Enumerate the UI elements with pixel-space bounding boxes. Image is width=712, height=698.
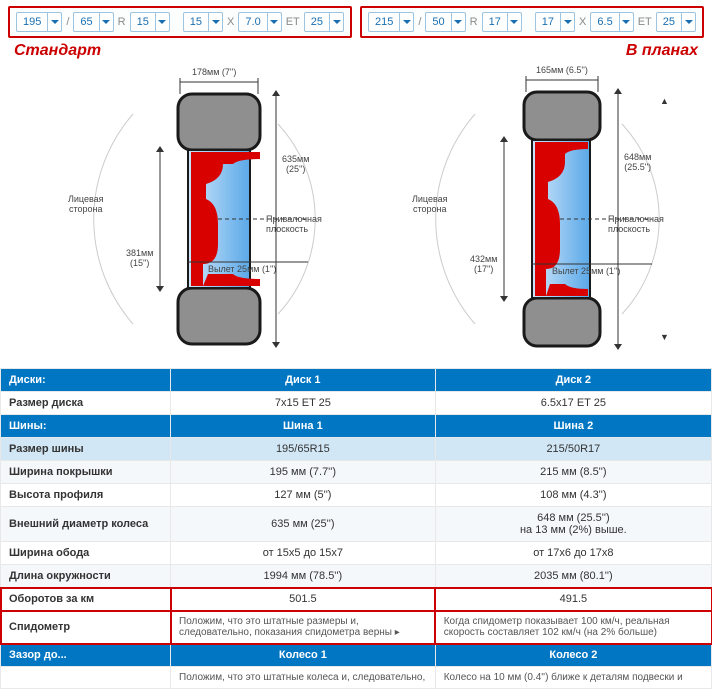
- dim-side: Лицевая сторона: [68, 194, 104, 215]
- sel-aspect[interactable]: 50: [425, 12, 465, 32]
- svg-text:▲: ▲: [660, 96, 669, 106]
- wheel-diagram-left: 178мм (7'') Лицевая сторона 635мм (25'')…: [8, 64, 352, 354]
- sel-rim-width[interactable]: 7.0: [238, 12, 281, 32]
- dim-side: Лицевая сторона: [412, 194, 448, 215]
- sel-tire-width[interactable]: 215: [368, 12, 414, 32]
- dim-diameter: 648мм (25.5''): [624, 152, 651, 173]
- annotation-standard: Стандарт: [14, 42, 101, 60]
- comparison-table: Диски:Диск 1Диск 2 Размер диска7x15 ET 2…: [0, 368, 712, 689]
- sel-et[interactable]: 25: [304, 12, 344, 32]
- annotation-planned: В планах: [626, 42, 698, 60]
- table-row: Положим, что это штатные колеса и, следо…: [1, 667, 712, 689]
- annotation-row: Стандарт В планах: [0, 42, 712, 60]
- table-row: Размер шины195/65R15215/50R17: [1, 438, 712, 461]
- dim-offset: Вылет 25мм (1''): [208, 264, 276, 274]
- sel-rim-diam[interactable]: 17: [482, 12, 522, 32]
- table-row: Длина окружности1994 мм (78.5'')2035 мм …: [1, 565, 712, 588]
- sel-rim2[interactable]: 17: [535, 12, 575, 32]
- sep: /: [66, 16, 69, 28]
- et-label: ET: [286, 16, 300, 28]
- dim-offset: Вылет 25мм (1''): [552, 266, 620, 276]
- dim-rim-diam: 381мм (15''): [126, 248, 153, 269]
- sel-rim-width[interactable]: 6.5: [590, 12, 633, 32]
- sel-tire-width[interactable]: 195: [16, 12, 62, 32]
- table-row: Внешний диаметр колеса635 мм (25'')648 м…: [1, 507, 712, 542]
- dim-rim-diam: 432мм (17''): [470, 254, 497, 275]
- table-header-gap: Зазор до...Колесо 1Колесо 2: [1, 644, 712, 667]
- dim-tread-width: 178мм (7''): [192, 67, 236, 77]
- dim-mount: Привалочная плоскость: [266, 214, 322, 235]
- diagram-row: 178мм (7'') Лицевая сторона 635мм (25'')…: [0, 60, 712, 368]
- selector-group-left: 195 / 65 R 15 15 X 7.0 ET 25: [8, 6, 352, 38]
- sel-rim-diam[interactable]: 15: [130, 12, 170, 32]
- table-header-discs: Диски:Диск 1Диск 2: [1, 369, 712, 392]
- selector-row: 195 / 65 R 15 15 X 7.0 ET 25 215 / 50 R …: [0, 0, 712, 44]
- sel-rim2[interactable]: 15: [183, 12, 223, 32]
- table-row-highlighted: СпидометрПоложим, что это штатные размер…: [1, 611, 712, 644]
- svg-text:▼: ▼: [660, 332, 669, 342]
- x-label: X: [227, 16, 234, 28]
- sel-aspect[interactable]: 65: [73, 12, 113, 32]
- table-row: Ширина покрышки195 мм (7.7'')215 мм (8.5…: [1, 461, 712, 484]
- table-row: Размер диска7x15 ET 256.5x17 ET 25: [1, 392, 712, 415]
- table-row: Ширина ободаот 15x5 до 15x7от 17x6 до 17…: [1, 542, 712, 565]
- dim-diameter: 635мм (25''): [282, 154, 309, 175]
- dim-tread-width: 165мм (6.5''): [536, 65, 588, 75]
- table-row-highlighted: Оборотов за км501.5491.5: [1, 588, 712, 611]
- wheel-diagram-right: ▲ ▼ 165мм (6.5'') Лицевая сторона 648мм (…: [360, 64, 704, 354]
- sel-et[interactable]: 25: [656, 12, 696, 32]
- table-header-tires: Шины:Шина 1Шина 2: [1, 415, 712, 438]
- selector-group-right: 215 / 50 R 17 17 X 6.5 ET 25: [360, 6, 704, 38]
- table-row: Высота профиля127 мм (5'')108 мм (4.3''): [1, 484, 712, 507]
- dim-mount: Привалочная плоскость: [608, 214, 664, 235]
- r-label: R: [118, 16, 126, 28]
